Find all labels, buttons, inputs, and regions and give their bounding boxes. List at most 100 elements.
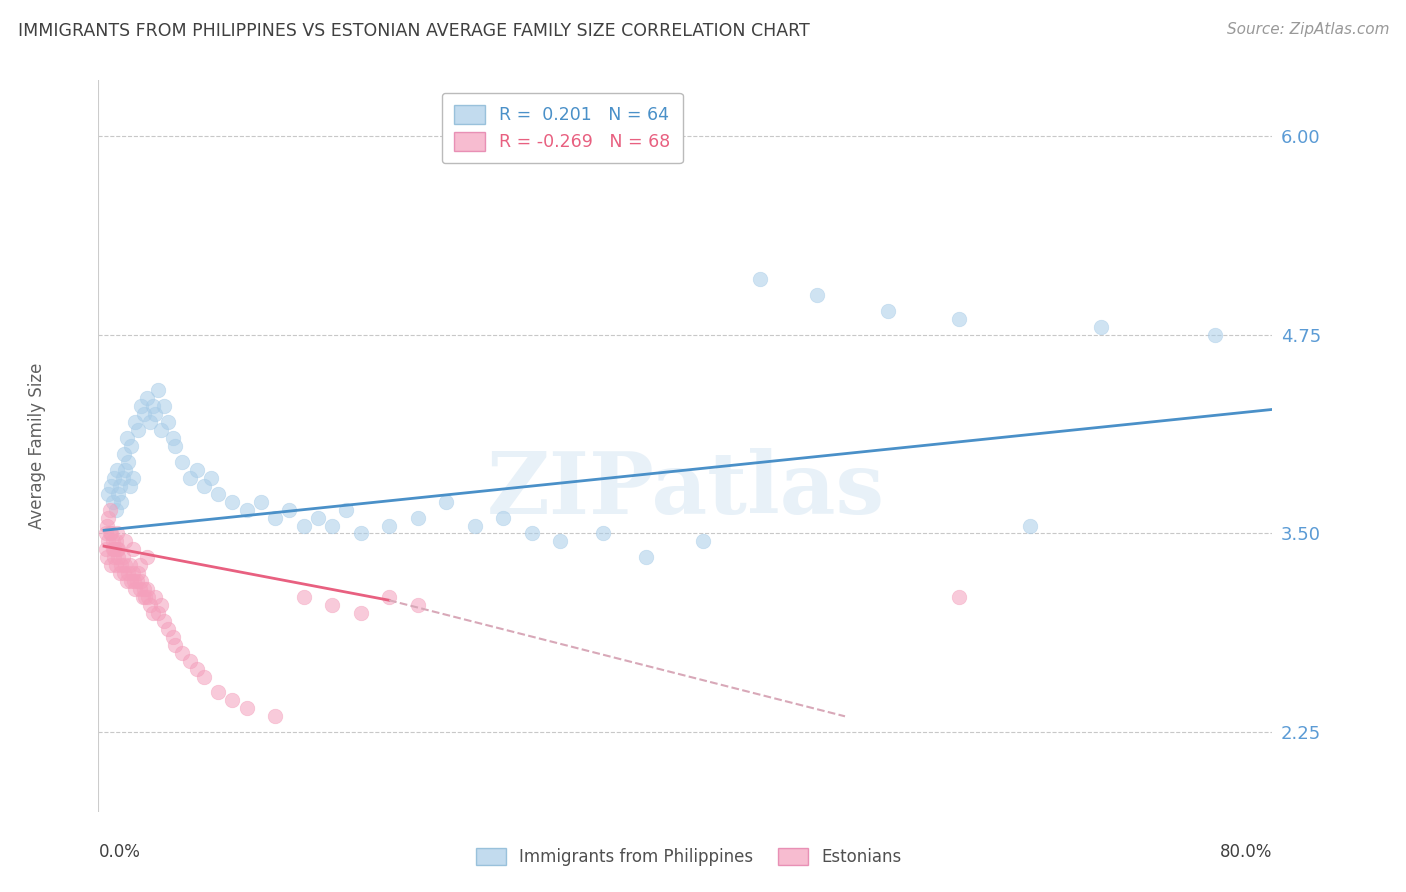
Point [100, 479, 122, 493]
Point [150, 423, 173, 437]
Text: 80.0%: 80.0% [1220, 843, 1272, 861]
Point [193, 479, 215, 493]
Point [162, 630, 184, 644]
Point [111, 471, 134, 485]
Point [948, 590, 970, 604]
Point [131, 590, 153, 604]
Point [235, 701, 257, 715]
Point [492, 510, 515, 524]
Point [110, 558, 132, 573]
Point [104, 558, 127, 573]
Point [114, 534, 136, 549]
Point [378, 590, 401, 604]
Point [748, 272, 770, 286]
Point [121, 471, 143, 485]
Point [349, 606, 371, 620]
Point [948, 311, 970, 326]
Point [157, 415, 180, 429]
Text: Average Family Size: Average Family Size [28, 363, 46, 529]
Point [145, 590, 167, 604]
Point [349, 526, 371, 541]
Point [378, 518, 401, 533]
Point [107, 542, 129, 557]
Point [114, 463, 136, 477]
Point [876, 303, 898, 318]
Point [434, 494, 457, 508]
Text: ZIPatlas: ZIPatlas [486, 448, 884, 532]
Point [307, 510, 329, 524]
Point [142, 606, 165, 620]
Point [806, 288, 828, 302]
Point [186, 662, 208, 676]
Point [107, 550, 129, 565]
Point [162, 431, 184, 445]
Point [132, 582, 155, 596]
Point [200, 471, 222, 485]
Point [111, 550, 134, 565]
Point [120, 439, 142, 453]
Point [148, 606, 170, 620]
Point [117, 566, 139, 581]
Point [94, 542, 117, 557]
Point [129, 574, 152, 589]
Point [1090, 319, 1112, 334]
Point [127, 566, 149, 581]
Point [97, 534, 120, 549]
Point [121, 542, 143, 557]
Point [115, 431, 138, 445]
Point [135, 582, 157, 596]
Point [165, 439, 187, 453]
Point [172, 646, 194, 660]
Point [138, 415, 160, 429]
Point [145, 407, 167, 421]
Point [548, 534, 571, 549]
Point [122, 574, 145, 589]
Point [104, 534, 127, 549]
Point [101, 542, 124, 557]
Point [115, 574, 138, 589]
Point [101, 494, 124, 508]
Point [124, 582, 146, 596]
Point [264, 510, 287, 524]
Point [135, 392, 157, 406]
Text: IMMIGRANTS FROM PHILIPPINES VS ESTONIAN AVERAGE FAMILY SIZE CORRELATION CHART: IMMIGRANTS FROM PHILIPPINES VS ESTONIAN … [18, 22, 810, 40]
Point [165, 638, 187, 652]
Point [98, 526, 121, 541]
Point [97, 510, 120, 524]
Point [335, 502, 357, 516]
Point [264, 709, 287, 723]
Point [129, 399, 152, 413]
Point [103, 542, 125, 557]
Point [1204, 327, 1226, 342]
Point [592, 526, 614, 541]
Point [153, 614, 176, 628]
Point [221, 693, 243, 707]
Point [103, 471, 125, 485]
Point [127, 423, 149, 437]
Point [108, 479, 131, 493]
Point [98, 502, 121, 516]
Text: Source: ZipAtlas.com: Source: ZipAtlas.com [1226, 22, 1389, 37]
Point [138, 598, 160, 612]
Point [186, 463, 208, 477]
Text: 0.0%: 0.0% [98, 843, 141, 861]
Point [172, 455, 194, 469]
Point [124, 415, 146, 429]
Point [101, 534, 124, 549]
Point [112, 566, 135, 581]
Point [107, 486, 129, 500]
Point [142, 399, 165, 413]
Point [94, 526, 117, 541]
Point [235, 502, 257, 516]
Point [406, 598, 429, 612]
Point [112, 447, 135, 461]
Point [193, 669, 215, 683]
Point [464, 518, 486, 533]
Point [292, 518, 315, 533]
Point [136, 590, 159, 604]
Point [125, 574, 148, 589]
Legend: R =  0.201   N = 64, R = -0.269   N = 68: R = 0.201 N = 64, R = -0.269 N = 68 [441, 93, 682, 163]
Point [135, 550, 157, 565]
Point [157, 622, 180, 636]
Point [118, 558, 141, 573]
